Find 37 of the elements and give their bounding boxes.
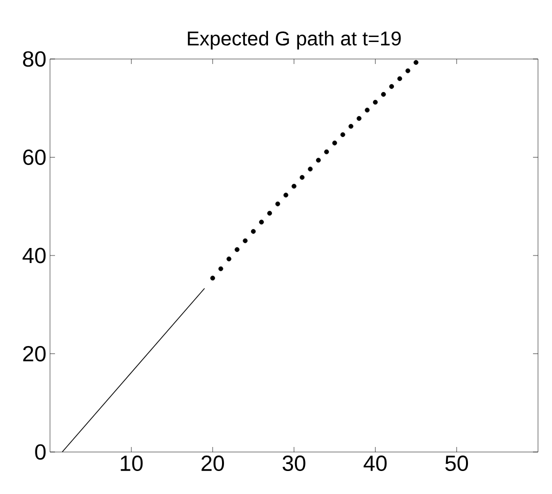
point bbox=[292, 184, 296, 189]
point bbox=[267, 210, 272, 216]
point bbox=[218, 266, 224, 272]
point bbox=[275, 202, 280, 206]
point bbox=[389, 84, 394, 89]
point bbox=[397, 76, 402, 82]
point bbox=[372, 100, 378, 105]
point bbox=[283, 192, 288, 198]
point bbox=[332, 140, 338, 146]
x-tick-label: 30 bbox=[282, 456, 306, 472]
y-tick-label: 60 bbox=[23, 149, 46, 166]
x-tick-label: 10 bbox=[120, 456, 143, 472]
point bbox=[405, 68, 410, 74]
point bbox=[356, 116, 362, 121]
y-tick-label: 20 bbox=[23, 346, 46, 362]
x-tick-label: 40 bbox=[364, 456, 387, 472]
point bbox=[226, 256, 232, 262]
x-tick-label: 50 bbox=[445, 456, 468, 472]
point bbox=[308, 166, 313, 172]
point bbox=[300, 174, 305, 180]
chart-title: Expected G path at t=19 bbox=[188, 30, 401, 50]
point bbox=[340, 132, 346, 138]
point bbox=[414, 60, 418, 65]
point bbox=[364, 108, 370, 112]
y-tick-label: 40 bbox=[22, 248, 46, 264]
point bbox=[250, 229, 256, 234]
point bbox=[348, 124, 354, 129]
y-tick-label: 0 bbox=[35, 444, 46, 460]
y-tick-label: 80 bbox=[23, 51, 46, 67]
point bbox=[324, 149, 329, 154]
point bbox=[381, 92, 386, 97]
point bbox=[234, 247, 240, 252]
point bbox=[242, 238, 248, 244]
point bbox=[210, 276, 216, 280]
point bbox=[316, 158, 321, 163]
point bbox=[259, 220, 264, 224]
x-tick-label: 20 bbox=[202, 456, 224, 472]
